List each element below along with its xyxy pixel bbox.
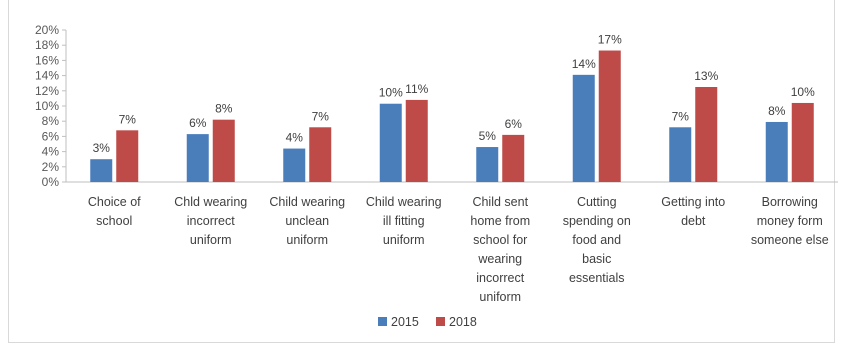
legend-label-2018: 2018: [449, 315, 477, 329]
bar-2015-6: [669, 127, 692, 182]
bar-2018-0: [116, 130, 139, 182]
data-label-2018-6: 13%: [694, 69, 718, 83]
legend-swatch-2015: [378, 317, 387, 326]
category-labels: Choice of school Chld wearing incorrect unif…: [88, 195, 829, 304]
bar-2015-4: [476, 147, 499, 182]
data-label-2018-5: 17%: [598, 33, 622, 47]
y-tick-label: 20%: [35, 23, 59, 37]
bar-2018-4: [502, 134, 525, 182]
category-label-4: Child sent home from school for wearing inco…: [470, 195, 530, 304]
data-label-2018-0: 7%: [119, 112, 137, 126]
data-label-2015-0: 3%: [93, 141, 111, 155]
data-label-2015-6: 7%: [672, 109, 690, 123]
data-label-2018-4: 6%: [505, 117, 523, 131]
data-label-2015-1: 6%: [189, 116, 207, 130]
y-tick-label: 18%: [35, 38, 59, 52]
bar-2015-2: [283, 148, 306, 182]
data-labels: 3%7% 6%8%4%7%10% 11%5%6%14%17%7%13%8%10%: [93, 33, 816, 156]
y-tick-label: 6%: [42, 129, 60, 143]
y-tick-label: 10%: [35, 99, 59, 113]
y-tick-label: 16%: [35, 53, 59, 67]
y-tick-label: 4%: [42, 145, 60, 159]
y-axis: 0%2%4%6%8%10%12%14%16%18%20%: [35, 23, 838, 189]
bar-2015-1: [186, 134, 209, 182]
data-label-2015-5: 14%: [572, 57, 596, 71]
category-label-7: Borrowing money form someone else: [751, 195, 829, 247]
bar-2015-0: [90, 159, 113, 182]
bar-2018-2: [309, 127, 332, 182]
category-label-0: Choice of school: [88, 195, 141, 228]
chart-frame: [8, 0, 835, 343]
data-label-2015-2: 4%: [286, 131, 304, 145]
bar-2015-3: [379, 103, 402, 182]
category-label-5: Cutting spending on food and basic essential…: [563, 195, 631, 285]
y-tick-label: 12%: [35, 84, 59, 98]
bar-2015-7: [765, 121, 788, 182]
legend-swatch-2018: [436, 317, 445, 326]
category-label-3: Child wearing ill fitting uniform: [366, 195, 442, 247]
data-label-2018-1: 8%: [215, 102, 233, 116]
bar-2018-1: [212, 119, 235, 182]
data-label-2015-3: 10%: [379, 86, 403, 100]
category-label-2: Child wearing unclean uniform: [269, 195, 345, 247]
y-tick-label: 14%: [35, 69, 59, 83]
category-label-6: Getting into debt: [661, 195, 725, 228]
data-label-2018-3: 11%: [405, 82, 428, 96]
y-tick-label: 8%: [42, 114, 60, 128]
bar-2018-6: [695, 87, 718, 182]
y-tick-label: 2%: [42, 160, 60, 174]
data-label-2015-7: 8%: [768, 104, 786, 118]
bars: [90, 50, 814, 182]
data-label-2018-2: 7%: [312, 109, 330, 123]
bar-2018-3: [405, 99, 428, 182]
category-label-1: Chld wearing incorrect uniform: [174, 195, 247, 247]
bar-2018-7: [791, 102, 814, 182]
data-label-2015-4: 5%: [479, 129, 497, 143]
data-label-2018-7: 10%: [791, 85, 815, 99]
bar-2018-5: [598, 50, 621, 182]
bar-2015-5: [572, 74, 595, 182]
legend: 2015 2018: [378, 315, 477, 329]
y-tick-label: 0%: [42, 175, 60, 189]
legend-label-2015: 2015: [391, 315, 419, 329]
